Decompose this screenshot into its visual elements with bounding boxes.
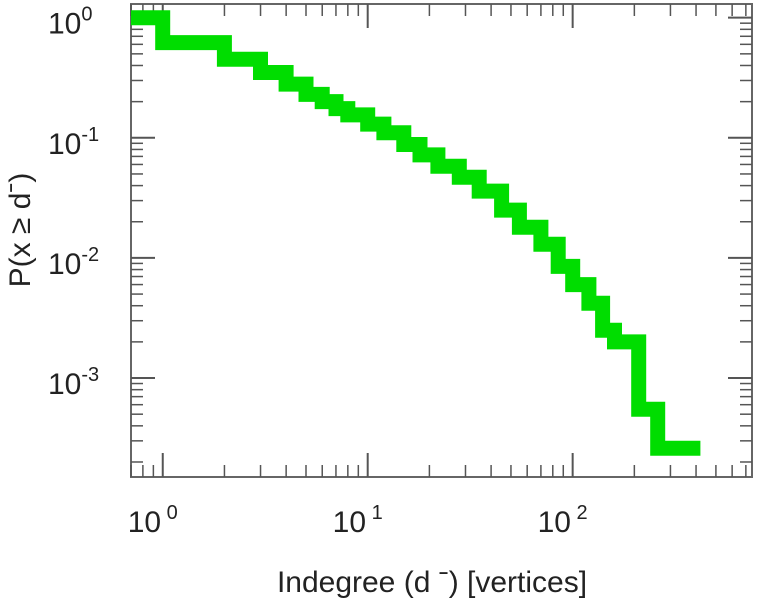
plot-frame (130, 3, 753, 478)
y-tick-label: 100 (48, 4, 93, 41)
x-tick-label: 10 2 (538, 502, 588, 539)
y-major-ticks (131, 16, 752, 380)
x-major-ticks (161, 4, 574, 477)
y-tick-label: 10-1 (48, 124, 99, 161)
y-tick-labels: 100 10-1 10-2 10-3 (48, 4, 99, 401)
ccdf-step-line (131, 10, 701, 456)
x-axis-title: Indegree (d ˉ) [vertices] (277, 566, 587, 599)
y-tick-label: 10-2 (48, 244, 99, 281)
x-tick-labels: 10 0 10 1 10 2 (128, 502, 588, 539)
x-tick-label: 10 1 (333, 502, 383, 539)
y-tick-label: 10-3 (48, 364, 99, 401)
y-minor-ticks (131, 22, 752, 463)
y-axis-title: P(x ≥ dˉ) (4, 173, 37, 288)
x-tick-label: 10 0 (128, 502, 178, 539)
